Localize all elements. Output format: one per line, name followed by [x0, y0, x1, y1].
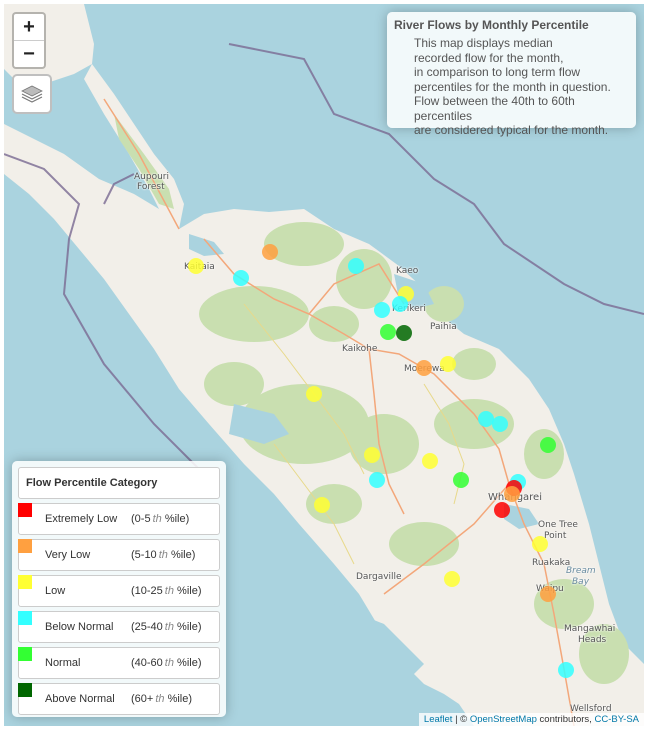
place-label-kaikohe: Kaikohe: [342, 344, 378, 354]
place-label-forest: Forest: [137, 182, 165, 192]
station-marker[interactable]: [348, 258, 364, 274]
legend-label: Extremely Low: [45, 513, 118, 525]
info-title: River Flows by Monthly Percentile: [394, 18, 589, 32]
legend-item: Above Normal (60+ th %ile): [18, 683, 220, 715]
place-label-mangawhai: Mangawhai: [564, 624, 616, 634]
station-marker[interactable]: [478, 411, 494, 427]
station-marker[interactable]: [494, 502, 510, 518]
station-marker[interactable]: [374, 302, 390, 318]
place-label-paihia: Paihia: [430, 322, 457, 332]
zoom-out-button[interactable]: −: [14, 40, 44, 67]
station-marker[interactable]: [540, 586, 556, 602]
zoom-in-button[interactable]: +: [23, 16, 35, 38]
legend-swatch: [18, 647, 32, 661]
osm-link[interactable]: OpenStreetMap: [469, 714, 537, 725]
legend-range: (25-40 th %ile): [131, 621, 202, 633]
legend-range: (5-10 th %ile): [131, 549, 196, 561]
legend-label: Above Normal: [45, 693, 115, 705]
station-marker[interactable]: [392, 296, 408, 312]
place-label-kaeo: Kaeo: [396, 266, 419, 276]
legend-item: Low (10-25 th %ile): [18, 575, 220, 607]
legend-item: Normal (40-60 th %ile): [18, 647, 220, 679]
station-marker[interactable]: [233, 270, 249, 286]
attribution-sep: | ©: [452, 714, 470, 725]
place-label-kerikeri: Kerikeri: [392, 304, 426, 314]
place-label-bream: Bream: [566, 566, 596, 576]
legend-item: Extremely Low (0-5 th %ile): [18, 503, 220, 535]
station-marker[interactable]: [380, 324, 396, 340]
legend-panel: Flow Percentile Category Extremely Low (…: [12, 461, 226, 717]
attribution-contrib: contributors,: [536, 714, 595, 725]
station-marker[interactable]: [314, 497, 330, 513]
legend-label: Normal: [45, 657, 81, 669]
place-label-point: Point: [544, 531, 567, 541]
leaflet-link[interactable]: Leaflet: [423, 714, 453, 725]
place-label-aupouri: Aupouri: [134, 172, 169, 182]
layers-button[interactable]: [12, 74, 52, 114]
station-marker[interactable]: [504, 486, 520, 502]
station-marker[interactable]: [422, 453, 438, 469]
harbours: [189, 234, 539, 684]
legend-range: (40-60 th %ile): [131, 657, 202, 669]
legend-label: Below Normal: [45, 621, 114, 633]
station-marker[interactable]: [453, 472, 469, 488]
legend-swatch: [18, 611, 32, 625]
station-marker[interactable]: [492, 416, 508, 432]
legend-swatch: [18, 503, 32, 517]
station-marker[interactable]: [416, 360, 432, 376]
station-marker[interactable]: [558, 662, 574, 678]
station-marker[interactable]: [440, 356, 456, 372]
legend-item: Very Low (5-10 th %ile): [18, 539, 220, 571]
legend-swatch: [18, 575, 32, 589]
info-line: percentiles for the month in question.: [414, 79, 611, 94]
zoom-control: + −: [12, 12, 46, 69]
legend-label: Low: [45, 585, 66, 597]
station-marker[interactable]: [444, 571, 460, 587]
place-label-one-tree: One Tree: [538, 520, 578, 530]
layers-icon: [21, 85, 43, 103]
station-marker[interactable]: [262, 244, 278, 260]
legend-swatch: [18, 539, 32, 553]
license-link[interactable]: CC-BY-SA: [594, 714, 639, 725]
info-line: are considered typical for the month.: [414, 123, 609, 137]
place-label-wellsford: Wellsford: [570, 704, 612, 714]
place-label-ruakaka: Ruakaka: [532, 558, 571, 568]
info-line: recorded flow for the month,: [414, 50, 564, 65]
place-label-bay: Bay: [572, 577, 590, 587]
info-line: in comparison to long term flow: [414, 65, 581, 79]
station-marker[interactable]: [364, 447, 380, 463]
legend-title: Flow Percentile Category: [18, 467, 220, 499]
info-panel: River Flows by Monthly Percentile This m…: [387, 12, 636, 137]
station-marker[interactable]: [532, 536, 548, 552]
basemap: [4, 4, 644, 726]
station-marker[interactable]: [188, 258, 204, 274]
legend-label: Very Low: [45, 549, 91, 561]
legend-swatch: [18, 683, 32, 697]
place-label-heads: Heads: [578, 635, 607, 645]
info-line: Flow between the 40th to 60th percentile…: [414, 94, 575, 123]
attribution: Leaflet | © OpenStreetMap contributors, …: [418, 713, 644, 726]
legend-range: (60+ th %ile): [131, 693, 193, 705]
station-marker[interactable]: [306, 386, 322, 402]
legend-range: (0-5 th %ile): [131, 513, 190, 525]
station-marker[interactable]: [369, 472, 385, 488]
place-label-dargaville: Dargaville: [356, 572, 402, 582]
legend-range: (10-25 th %ile): [131, 585, 202, 597]
station-marker[interactable]: [540, 437, 556, 453]
map-view[interactable]: Aupouri Forest Kaitaia Kaeo Kerikeri Pai…: [4, 4, 644, 726]
info-line: This map displays median: [414, 36, 553, 50]
legend-item: Below Normal (25-40 th %ile): [18, 611, 220, 643]
boundaries: [4, 43, 644, 475]
station-marker[interactable]: [396, 325, 412, 341]
